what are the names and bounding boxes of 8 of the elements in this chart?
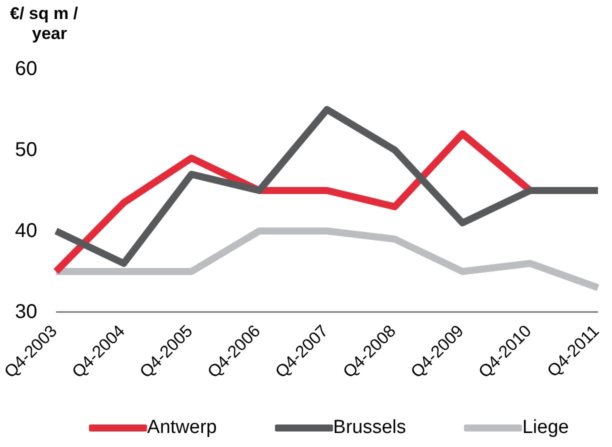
legend-label: Brussels — [333, 417, 406, 439]
y-axis-title: €/ sq m / year — [9, 4, 80, 44]
y-tick-label: 60 — [15, 58, 38, 80]
legend-label: Liege — [522, 417, 569, 439]
legend-label: Antwerp — [147, 417, 217, 439]
y-tick-label: 50 — [15, 139, 38, 161]
y-tick-label: 40 — [15, 220, 38, 242]
y-tick-label: 30 — [15, 301, 38, 323]
